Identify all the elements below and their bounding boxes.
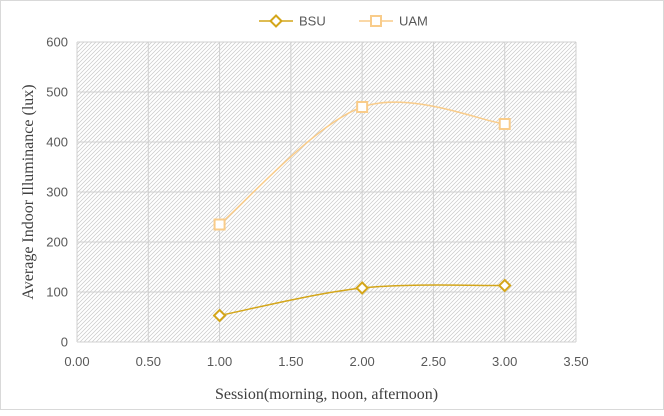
x-tick-label: 1.50: [278, 354, 303, 369]
x-tick-label: 3.00: [492, 354, 517, 369]
y-tick-label: 600: [46, 35, 68, 50]
series-layer: [212, 101, 512, 323]
legend-label-uam: UAM: [399, 14, 428, 29]
bsu-point: [497, 278, 512, 293]
uam-point: [213, 218, 226, 231]
x-tick-label: 3.50: [563, 354, 588, 369]
legend-item-uam: UAM: [359, 14, 428, 29]
legend-item-bsu: BSU: [259, 14, 326, 29]
bsu-point: [212, 308, 227, 323]
legend: BSU UAM: [259, 14, 428, 29]
x-tick-label: 0.50: [136, 354, 161, 369]
legend-marker-uam: [370, 15, 382, 27]
y-axis-title: Average Indoor Illuminance (lux): [20, 84, 37, 299]
uam-point: [498, 118, 511, 130]
legend-marker-bsu: [269, 14, 283, 28]
y-tick-label: 400: [46, 135, 68, 150]
y-tick-label: 100: [46, 285, 68, 300]
legend-label-bsu: BSU: [299, 14, 326, 29]
y-tick-label: 300: [46, 185, 68, 200]
y-tick-label: 200: [46, 235, 68, 250]
series-bsu: [212, 278, 512, 323]
gridlines: [76, 41, 577, 343]
x-tick-label: 2.50: [421, 354, 446, 369]
uam-point: [356, 101, 369, 113]
tick-labels: 0 100 200 300 400 500 600 0.00 0.50 1.00 1.50 2.00 2…: [46, 35, 588, 370]
series-uam: [213, 101, 511, 231]
bsu-point: [355, 281, 370, 295]
y-tick-label: 0: [61, 335, 68, 350]
x-tick-label: 1.00: [207, 354, 232, 369]
x-tick-label: 0.00: [64, 354, 89, 369]
x-tick-label: 2.00: [349, 354, 374, 369]
x-axis-title: Session(morning, noon, afternoon): [215, 386, 438, 403]
y-tick-label: 500: [46, 85, 68, 100]
